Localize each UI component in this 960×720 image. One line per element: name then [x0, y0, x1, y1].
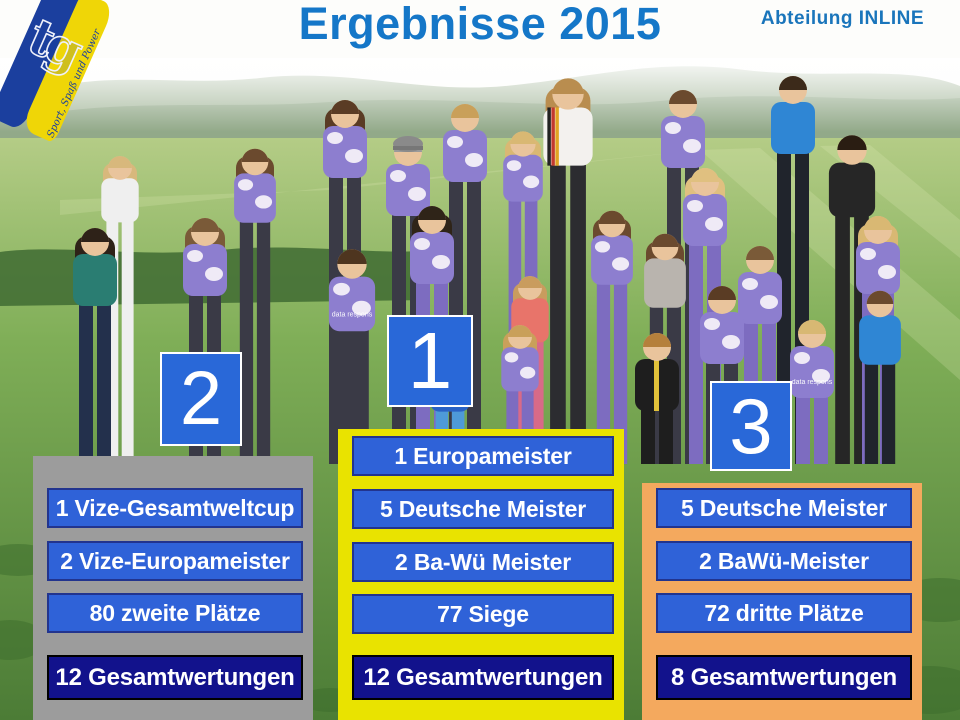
result-total-row: 12 Gesamtwertungen [352, 655, 614, 700]
rank-badge-1: 1 [387, 315, 473, 407]
department-label: Abteilung INLINE [760, 8, 924, 29]
result-row: 2 Vize-Europameister [47, 541, 303, 581]
result-row: 1 Europameister [352, 436, 614, 476]
slide-title: Ergebnisse 2015 [298, 0, 662, 49]
result-total-row: 8 Gesamtwertungen [656, 655, 912, 700]
result-row: 5 Deutsche Meister [656, 488, 912, 528]
result-row: 80 zweite Plätze [47, 593, 303, 633]
results-box-third: 5 Deutsche Meister 2 BaWü-Meister 72 dri… [642, 483, 922, 720]
rank-badge-3: 3 [710, 381, 792, 471]
result-row: 5 Deutsche Meister [352, 489, 614, 529]
rank-badge-2: 2 [160, 352, 242, 446]
jersey-sponsor-text: data respons [332, 312, 373, 319]
result-row: 72 dritte Plätze [656, 593, 912, 633]
result-row: 2 BaWü-Meister [656, 541, 912, 581]
result-total-row: 12 Gesamtwertungen [47, 655, 303, 700]
result-row: 1 Vize-Gesamtweltcup [47, 488, 303, 528]
jersey-sponsor-text: data respons [792, 379, 833, 386]
results-box-first: 1 Europameister 5 Deutsche Meister 2 Ba-… [338, 429, 624, 720]
results-box-second: 1 Vize-Gesamtweltcup 2 Vize-Europameiste… [33, 456, 313, 720]
result-row: 77 Siege [352, 594, 614, 634]
result-row: 2 Ba-Wü Meister [352, 542, 614, 582]
